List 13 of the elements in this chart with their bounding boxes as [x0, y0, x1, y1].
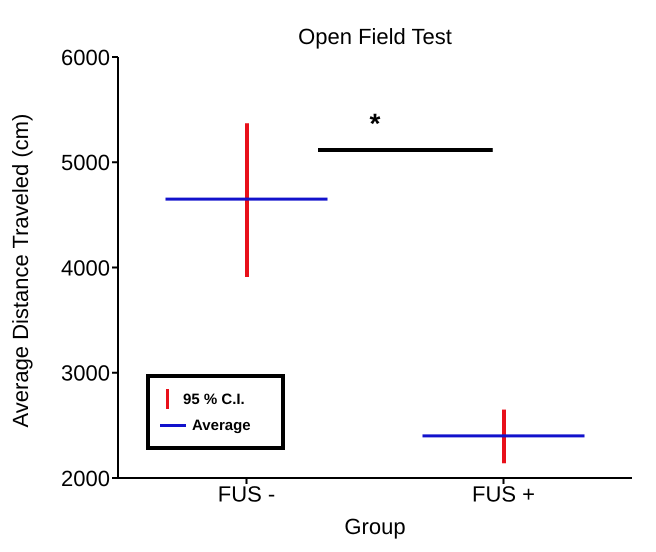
- y-tick-label: 6000: [61, 44, 110, 70]
- y-axis-title: Average Distance Traveled (cm): [8, 114, 33, 428]
- annotation: *: [368, 108, 382, 139]
- legend-label: Average: [192, 416, 251, 434]
- y-tick-label: 2000: [61, 466, 110, 491]
- y-tick-label: 5000: [61, 150, 110, 176]
- y-tick-label: 4000: [61, 255, 110, 280]
- x-tick-label: FUS -: [218, 482, 276, 507]
- legend-label: 95 % C.I.: [183, 390, 245, 408]
- x-axis-title: Group: [344, 514, 406, 539]
- chart-title: Open Field Test: [297, 24, 453, 50]
- y-tick-label: 3000: [61, 360, 110, 386]
- x-tick-label: FUS +: [472, 482, 535, 507]
